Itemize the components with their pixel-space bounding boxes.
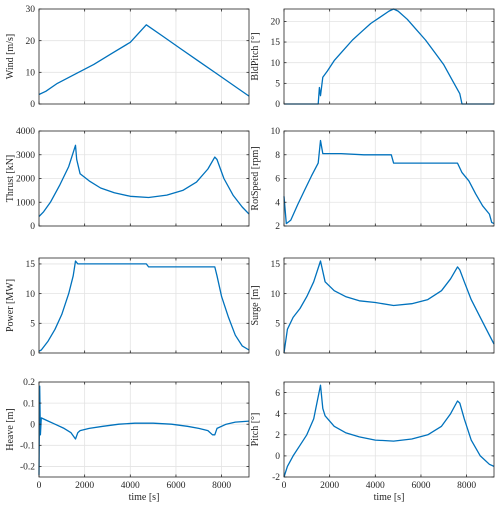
x-tick-label: 0 [282, 481, 287, 491]
y-tick-label: -2 [272, 473, 280, 483]
y-axis-label: Thrust [kN] [5, 155, 16, 203]
series-line [284, 8, 494, 105]
subplot-3: 2 4 6 8 10 RotSpeed [rpm] [250, 127, 495, 232]
y-tick-label: 0 [275, 349, 280, 359]
axes-frame [38, 257, 250, 354]
y-tick-label: 6 [275, 175, 280, 185]
series-line [283, 260, 495, 354]
axes-frame [283, 257, 495, 354]
series-line [283, 384, 495, 478]
y-tick-label: 5 [275, 320, 280, 330]
y-tick-label: 0 [30, 100, 35, 110]
y-tick-label: 4000 [16, 127, 35, 137]
y-tick-label: -0.1 [20, 442, 35, 452]
y-tick-label: 2 [275, 222, 280, 232]
x-tick-label: 6000 [166, 481, 185, 491]
x-tick-label: 8000 [457, 481, 476, 491]
y-tick-label: 10 [26, 69, 36, 79]
y-axis-label: Surge [m] [250, 285, 261, 325]
y-tick-label: 5 [275, 80, 280, 90]
y-tick-label: 4 [275, 198, 280, 208]
x-tick-label: 8000 [212, 481, 231, 491]
y-tick-label: 0 [275, 100, 280, 110]
subplot-6: -0.2 -0.1 0 0.1 0.2 0 2000 4000 6000 8000 Heave [m… [5, 378, 250, 503]
x-axis-label: time [s] [374, 492, 405, 503]
y-tick-label: 15 [26, 260, 36, 270]
y-tick-label: -0.2 [20, 463, 35, 473]
y-tick-label: 10 [271, 127, 281, 137]
axes-frame [38, 381, 250, 478]
x-tick-label: 0 [37, 481, 42, 491]
y-tick-label: 2 [275, 431, 280, 441]
x-tick-label: 4000 [121, 481, 140, 491]
y-tick-label: 0 [275, 452, 280, 462]
subplot-2: 0 1000 2000 3000 4000 Thrust [kN] [5, 127, 250, 232]
series-line [38, 385, 250, 475]
y-tick-label: 20 [26, 37, 36, 47]
y-tick-label: 15 [271, 38, 281, 48]
subplot-4: 0 5 10 15 Power [MW] [5, 257, 250, 359]
y-tick-label: 3000 [16, 151, 35, 161]
axes-frame [38, 8, 250, 105]
y-tick-label: 6 [275, 389, 280, 399]
axes-frame [283, 8, 495, 105]
y-tick-label: 2000 [16, 175, 35, 185]
x-axis-label: time [s] [129, 492, 160, 503]
y-tick-label: 15 [271, 260, 281, 270]
y-tick-label: 5 [30, 320, 35, 330]
y-tick-label: 8 [275, 151, 280, 161]
y-tick-label: 30 [26, 5, 36, 15]
x-tick-label: 4000 [366, 481, 385, 491]
y-tick-label: 10 [271, 290, 281, 300]
y-tick-label: 0 [30, 420, 35, 430]
series-line [38, 144, 250, 217]
x-tick-label: 2000 [75, 481, 94, 491]
y-axis-label: Heave [m] [5, 408, 16, 450]
y-tick-label: 20 [271, 18, 281, 28]
subplot-1: 0 5 10 15 20 BldPitch [°] [250, 8, 495, 110]
y-axis-label: RotSpeed [rpm] [250, 146, 261, 210]
y-tick-label: 10 [26, 290, 36, 300]
y-axis-label: Wind [m/s] [5, 34, 16, 79]
x-tick-label: 2000 [320, 481, 339, 491]
y-axis-label: BldPitch [°] [250, 32, 261, 80]
y-tick-label: 4 [275, 410, 280, 420]
axes-frame [283, 381, 495, 478]
y-tick-label: 0 [30, 222, 35, 232]
y-tick-label: 10 [271, 59, 281, 69]
y-tick-label: 0.1 [23, 399, 35, 409]
y-tick-label: 1000 [16, 198, 35, 208]
y-axis-label: Power [MW] [5, 279, 16, 332]
y-tick-label: 0 [30, 349, 35, 359]
series-line [38, 24, 250, 97]
subplot-5: 0 5 10 15 Surge [m] [250, 257, 495, 359]
series-line [283, 139, 495, 225]
series-line [38, 260, 250, 352]
x-tick-label: 6000 [411, 481, 430, 491]
subplot-0: 0 10 20 30 Wind [m/s] [5, 5, 250, 110]
y-tick-label: 0.2 [23, 378, 35, 388]
y-axis-label: Pitch [°] [250, 413, 261, 447]
